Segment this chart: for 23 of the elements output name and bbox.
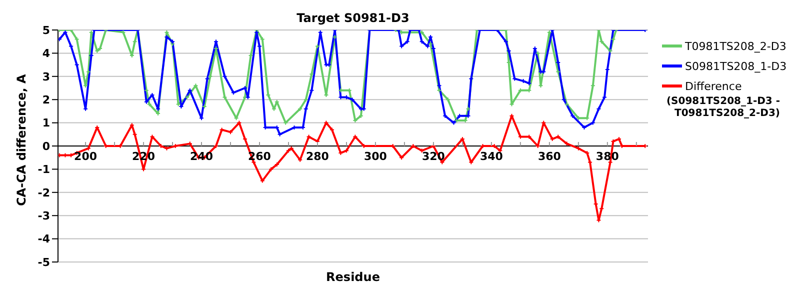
x-tick-label: 340 [480,150,504,163]
y-tick-label: 0 [42,140,50,153]
x-tick-label: 300 [364,150,388,163]
legend-label: S0981TS208_1-D3 [685,60,787,72]
y-tick-label: -2 [38,186,50,200]
y-tick-label: 1 [42,116,50,130]
text: (S0981TS208_1-D3 - T0981TS208_2-D3) [665,96,780,120]
y-tick-label: 3 [42,70,50,84]
y-tick-label: 5 [42,24,50,37]
x-tick-label: 280 [306,150,330,163]
y-tick-label: 2 [42,94,50,107]
legend-label: Difference [685,80,742,92]
chart-title: Target S0981-D3 [296,11,410,25]
legend-label: T0981TS208_2-D3 [685,40,786,52]
y-tick-label: -4 [38,232,50,246]
y-tick-label: 4 [42,47,50,60]
y-axis-title: CA-CA difference, A [14,74,28,206]
y-tick-label: -1 [38,163,50,176]
x-tick-label: 200 [74,150,98,163]
x-axis-title: Residue [325,270,381,284]
x-tick-label: 360 [538,150,562,163]
y-tick-label: -3 [38,210,50,223]
y-tick-label: -5 [38,256,50,269]
